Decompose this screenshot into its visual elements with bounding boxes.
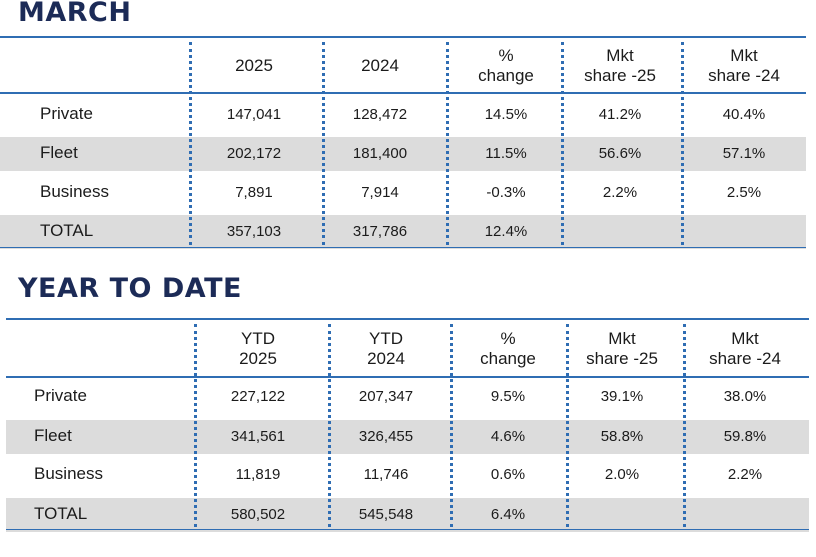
row-shade (6, 498, 809, 532)
row-label: Private (40, 104, 93, 123)
table-cell: 2.5% (726, 183, 762, 201)
header-rule (0, 92, 806, 94)
table-cell: 317,786 (352, 222, 408, 240)
table-cell: 6.4% (490, 505, 526, 523)
column-separator (561, 42, 564, 245)
column-header: Mkt share -24 (708, 46, 780, 85)
table-cell: 7,891 (235, 183, 273, 201)
column-header: Mkt share -24 (709, 329, 781, 368)
table-cell: 207,347 (358, 387, 414, 405)
table-cell: 11,746 (363, 465, 409, 483)
table-cell: 59.8% (723, 427, 767, 445)
table-cell: 147,041 (226, 105, 282, 123)
row-label: Private (34, 386, 87, 405)
table-cell: 9.5% (490, 387, 526, 405)
table-cell: 181,400 (352, 144, 408, 162)
row-label: Business (40, 182, 109, 201)
column-header: % change (478, 46, 534, 85)
table-cell: 40.4% (722, 105, 766, 123)
table-cell: 2.0% (604, 465, 640, 483)
row-shade (6, 420, 809, 454)
table-cell: 14.5% (484, 105, 528, 123)
row-label: Fleet (34, 426, 72, 445)
column-header: 2025 (235, 56, 273, 75)
table-cell: 227,122 (230, 387, 286, 405)
column-header: YTD 2024 (367, 329, 405, 368)
column-header: Mkt share -25 (586, 329, 658, 368)
table-cell: 7,914 (361, 183, 399, 201)
table-cell: 4.6% (490, 427, 526, 445)
row-label: Business (34, 464, 103, 483)
table-cell (565, 215, 675, 247)
column-header: % change (480, 329, 536, 368)
row-shade (0, 137, 806, 171)
table-cell: 0.6% (490, 465, 526, 483)
column-separator (683, 324, 686, 527)
table-cell: 41.2% (598, 105, 642, 123)
table-cell (567, 498, 677, 530)
table-cell: 57.1% (722, 144, 766, 162)
column-separator (194, 324, 197, 527)
table-cell (689, 215, 799, 247)
column-separator (322, 42, 325, 245)
column-separator (566, 324, 569, 527)
row-label: Fleet (40, 143, 78, 162)
table-cell: 58.8% (600, 427, 644, 445)
header-rule (6, 376, 809, 378)
column-header: YTD 2025 (239, 329, 277, 368)
table-top-rule (0, 36, 806, 38)
column-separator (446, 42, 449, 245)
section-title-march: MARCH (18, 0, 132, 28)
table-cell: 11,819 (235, 465, 281, 483)
table-cell: 2.2% (602, 183, 638, 201)
row-label: TOTAL (34, 504, 88, 523)
table-cell: 2.2% (727, 465, 763, 483)
table-cell: 38.0% (723, 387, 767, 405)
table-cell (690, 498, 800, 530)
table-cell: 128,472 (352, 105, 408, 123)
column-header: 2024 (361, 56, 399, 75)
table-cell: 56.6% (598, 144, 642, 162)
table-top-rule (6, 318, 809, 320)
row-label: TOTAL (40, 221, 94, 240)
table-cell: 357,103 (226, 222, 282, 240)
table-cell: -0.3% (486, 183, 526, 201)
table-cell: 580,502 (230, 505, 286, 523)
table-cell: 341,561 (230, 427, 286, 445)
table-cell: 39.1% (600, 387, 644, 405)
column-separator (681, 42, 684, 245)
column-separator (189, 42, 192, 245)
row-shade (0, 215, 806, 249)
table-cell: 11.5% (485, 144, 527, 162)
table-cell: 202,172 (226, 144, 282, 162)
table-cell: 12.4% (484, 222, 528, 240)
column-header: Mkt share -25 (584, 46, 656, 85)
table-bottom-rule (0, 247, 806, 248)
table-cell: 326,455 (358, 427, 414, 445)
table-cell: 545,548 (358, 505, 414, 523)
section-title-ytd: YEAR TO DATE (18, 273, 242, 304)
table-bottom-rule (6, 529, 809, 530)
column-separator (328, 324, 331, 527)
column-separator (450, 324, 453, 527)
